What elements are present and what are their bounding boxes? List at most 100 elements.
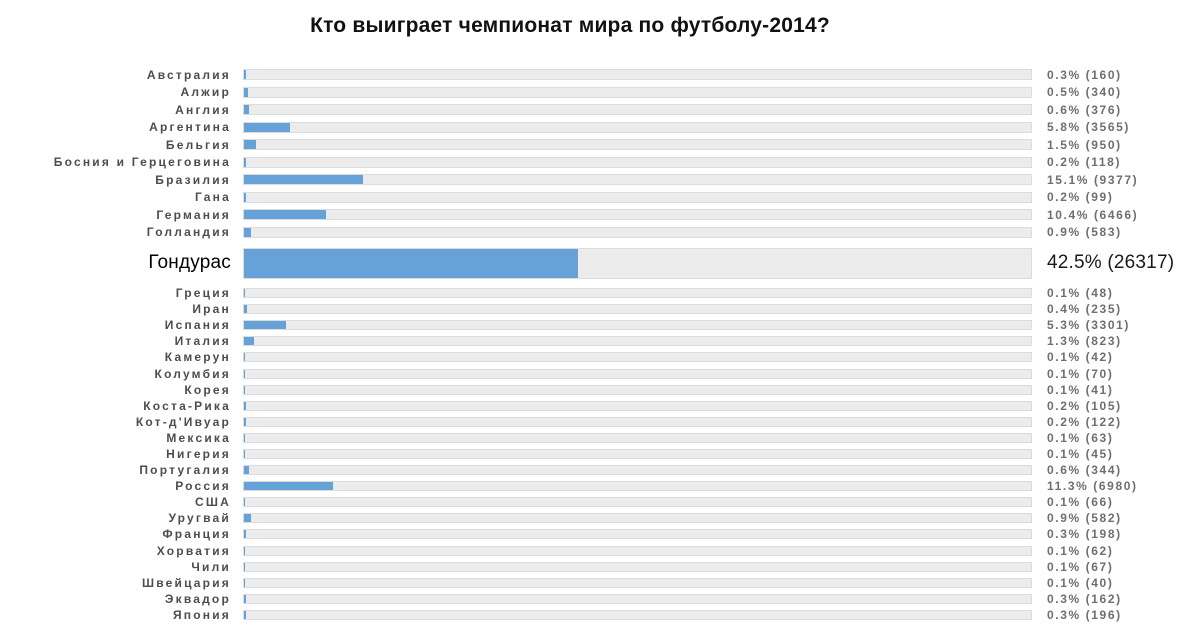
poll-bar-fill [244, 122, 290, 132]
poll-row-label: Корея [184, 382, 231, 397]
poll-bar-fill [244, 157, 246, 167]
poll-row-label: Италия [174, 334, 231, 349]
poll-bar-track [243, 465, 1032, 476]
poll-row-value: 0.1% (42) [1047, 350, 1114, 365]
poll-row-label: Хорватия [156, 543, 231, 558]
poll-bar-fill [244, 87, 248, 97]
poll-row: Уругвай 0.9% (582) [0, 510, 1140, 526]
poll-bar-track [243, 593, 1032, 604]
poll-bar-fill [244, 175, 363, 185]
poll-row: США 0.1% (66) [0, 494, 1140, 510]
poll-row: Босния и Герцеговина 0.2% (118) [0, 154, 1140, 172]
poll-row-label: Мексика [166, 430, 231, 445]
poll-row: Камерун 0.1% (42) [0, 349, 1140, 365]
poll-bar-track [243, 384, 1032, 395]
poll-row: Кот-д'Ивуар 0.2% (122) [0, 414, 1140, 430]
poll-bar-fill [244, 546, 245, 555]
poll-row-value: 0.1% (66) [1047, 495, 1114, 510]
poll-row-value: 1.5% (950) [1047, 137, 1122, 152]
poll-results-page: Кто выиграет чемпионат мира по футболу-2… [0, 14, 1174, 623]
poll-row-value: 0.6% (344) [1047, 463, 1122, 478]
poll-row: Алжир 0.5% (340) [0, 84, 1140, 102]
poll-bar-track [243, 139, 1032, 151]
poll-row-value: 0.3% (162) [1047, 591, 1122, 606]
poll-row-label: Аргентина [149, 120, 231, 135]
poll-bar-track [243, 336, 1032, 347]
poll-row-label: Босния и Герцеговина [53, 155, 231, 170]
poll-bar-fill [244, 562, 245, 571]
poll-row-value: 15.1% (9377) [1047, 172, 1139, 187]
poll-row: Аргентина 5.8% (3565) [0, 119, 1140, 137]
poll-row: Эквадор 0.3% (162) [0, 591, 1140, 607]
poll-row-label: Австралия [146, 67, 231, 82]
poll-row-value: 42.5% (26317) [1047, 252, 1175, 273]
poll-bar-fill [244, 369, 245, 378]
poll-row-label: Гана [194, 190, 231, 205]
poll-bar-track [243, 304, 1032, 315]
poll-row-label: Колумбия [154, 366, 231, 381]
poll-bar-fill [244, 353, 245, 362]
poll-row-label: Франция [162, 527, 231, 542]
poll-bar-chart: Австралия 0.3% (160) Алжир 0.5% (340) Ан… [0, 66, 1174, 623]
poll-bar-track [243, 577, 1032, 588]
poll-row: Хорватия 0.1% (62) [0, 543, 1140, 559]
poll-row: Швейцария 0.1% (40) [0, 575, 1140, 591]
poll-bar-fill [244, 337, 255, 346]
poll-bar-fill [244, 498, 245, 507]
poll-row-label: Кот-д'Ивуар [135, 414, 231, 429]
poll-title: Кто выиграет чемпионат мира по футболу-2… [310, 14, 830, 37]
poll-bar-track [243, 400, 1032, 411]
poll-row-value: 0.2% (122) [1047, 414, 1122, 429]
poll-row: Мексика 0.1% (63) [0, 430, 1140, 446]
poll-bar-fill [244, 248, 579, 278]
poll-bar-track [243, 416, 1032, 427]
poll-row: Австралия 0.3% (160) [0, 66, 1140, 84]
poll-bar-track [243, 352, 1032, 363]
poll-bar-track [243, 529, 1032, 540]
poll-bar-track [243, 226, 1032, 238]
poll-bar-fill [244, 70, 247, 80]
poll-row-label: Англия [175, 102, 231, 117]
poll-bar-track [243, 69, 1032, 81]
poll-bar-track [243, 609, 1032, 620]
poll-row-label: Россия [175, 479, 231, 494]
poll-row: Голландия 0.9% (583) [0, 224, 1140, 242]
poll-row: Португалия 0.6% (344) [0, 462, 1140, 478]
poll-bar-track [243, 86, 1032, 98]
poll-row: Италия 1.3% (823) [0, 333, 1140, 349]
poll-row-value: 0.9% (583) [1047, 225, 1122, 240]
poll-bar-fill [244, 482, 333, 491]
poll-row-value: 1.3% (823) [1047, 334, 1122, 349]
poll-row: Корея 0.1% (41) [0, 382, 1140, 398]
poll-row-label: Испания [164, 318, 231, 333]
poll-bar-track [243, 104, 1032, 116]
poll-row-label: Уругвай [168, 511, 231, 526]
poll-bar-fill [244, 227, 252, 237]
poll-bar-track [243, 121, 1032, 133]
poll-bar-track [243, 247, 1032, 279]
poll-row-label: Коста-Рика [143, 398, 231, 413]
poll-row-label: Эквадор [164, 591, 231, 606]
poll-row: Япония 0.3% (196) [0, 607, 1140, 623]
poll-row-value: 0.1% (45) [1047, 446, 1114, 461]
poll-row-value: 0.4% (235) [1047, 302, 1122, 317]
poll-row: Нигерия 0.1% (45) [0, 446, 1140, 462]
poll-row-label: Голландия [146, 225, 231, 240]
poll-row-value: 0.1% (48) [1047, 286, 1114, 301]
poll-row-value: 0.1% (41) [1047, 382, 1114, 397]
poll-bar-track [243, 209, 1032, 221]
poll-bar-fill [244, 385, 245, 394]
poll-bar-fill [244, 140, 256, 150]
poll-bar-track [243, 320, 1032, 331]
poll-row-value: 0.1% (67) [1047, 559, 1114, 574]
poll-row-label: Камерун [164, 350, 231, 365]
poll-row: Испания 5.3% (3301) [0, 317, 1140, 333]
poll-row-value: 0.2% (99) [1047, 190, 1114, 205]
poll-row: Германия 10.4% (6466) [0, 206, 1140, 224]
poll-row-label: Бразилия [155, 172, 231, 187]
poll-row-value: 0.1% (70) [1047, 366, 1114, 381]
poll-row-label: Япония [172, 607, 231, 622]
poll-row-label: Португалия [139, 463, 231, 478]
poll-bar-fill [244, 305, 248, 314]
poll-bar-track [243, 288, 1032, 299]
